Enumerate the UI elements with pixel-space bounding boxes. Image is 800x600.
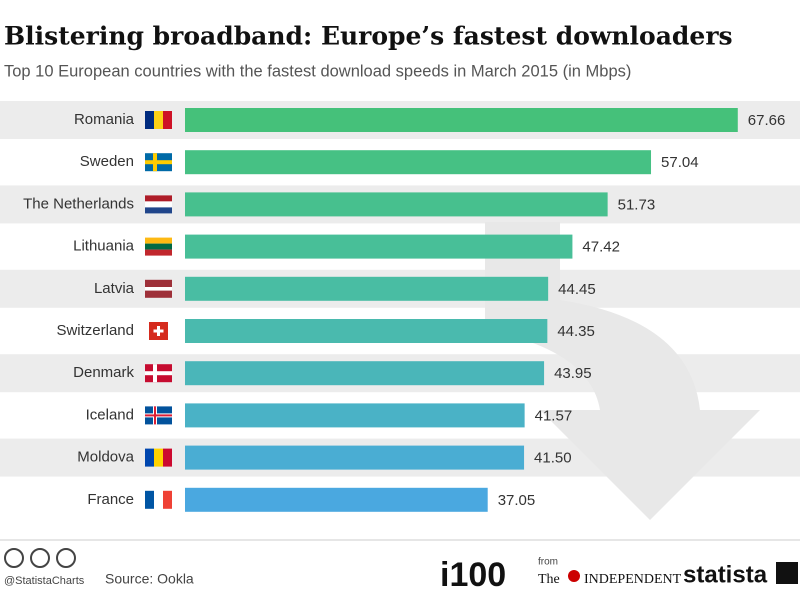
flag-part [154, 448, 163, 467]
category-label: Moldova [77, 449, 134, 466]
bar [185, 234, 573, 259]
flag-part [145, 243, 172, 250]
flag [145, 490, 172, 509]
bar [185, 319, 548, 343]
flag-part [145, 195, 172, 202]
plot: Romania 67.66 Sweden 57.04 The Netherlands 51… [23, 108, 785, 512]
category-label: The Netherlands [23, 195, 134, 212]
value-label: 51.73 [618, 196, 656, 213]
value-label: 57.04 [661, 154, 699, 171]
value-label: 44.35 [557, 323, 595, 340]
flag-part [145, 371, 172, 376]
flag [145, 237, 172, 256]
flag [149, 322, 168, 340]
bar [185, 487, 488, 512]
flag-part [145, 237, 172, 244]
flag [145, 364, 172, 383]
flag-part [145, 414, 172, 417]
value-label: 44.45 [558, 281, 596, 298]
logo-i100: i100 [440, 556, 506, 594]
flag [145, 279, 172, 298]
bar [185, 276, 549, 301]
value-label: 41.57 [535, 407, 573, 424]
category-label: France [87, 491, 134, 508]
flag-part [145, 111, 154, 129]
flag-part [145, 287, 172, 291]
flag [145, 111, 172, 129]
flag-part [154, 111, 163, 129]
flag-part [145, 448, 154, 467]
credit: @StatistaCharts [4, 575, 85, 587]
value-label: 43.95 [554, 365, 592, 382]
flag-part [163, 490, 172, 509]
flag [145, 195, 172, 214]
value-label: 37.05 [498, 492, 536, 509]
flag-part [163, 111, 172, 129]
flag [145, 448, 172, 467]
flag-part [145, 490, 154, 509]
logo-eagle [568, 570, 580, 582]
category-label: Lithuania [73, 238, 135, 255]
flag-part [154, 490, 163, 509]
category-label: Romania [74, 111, 135, 128]
bar [185, 361, 545, 386]
flag-part [145, 160, 172, 165]
flag-part [153, 329, 164, 333]
bar [185, 403, 525, 428]
chart-subtitle: Top 10 European countries with the faste… [4, 62, 631, 80]
flag-part [163, 448, 172, 467]
logo-statista-icon [776, 562, 798, 584]
bar [185, 445, 525, 470]
flag-part [145, 207, 172, 214]
source: Source: Ookla [105, 571, 194, 587]
logo-statista: statista [683, 561, 768, 588]
category-label: Latvia [94, 280, 135, 297]
category-label: Denmark [73, 364, 134, 381]
category-label: Iceland [86, 406, 134, 423]
flag [145, 406, 172, 425]
value-label: 67.66 [748, 112, 786, 129]
flag-part [145, 201, 172, 208]
logo-independent: INDEPENDENT [584, 572, 682, 587]
flag [145, 153, 172, 172]
bar [185, 108, 738, 132]
bar [185, 192, 608, 217]
category-label: Sweden [80, 153, 134, 170]
background-arrow [485, 222, 760, 520]
flag-part [145, 249, 172, 256]
cc-icons [4, 548, 76, 568]
bar [185, 150, 652, 175]
chart-title: Blistering broadband: Europe’s fastest d… [4, 22, 733, 51]
logo-from: from [538, 557, 558, 568]
value-label: 47.42 [582, 239, 620, 256]
logo-the: The [538, 572, 560, 587]
category-label: Switzerland [56, 322, 134, 339]
value-label: 41.50 [534, 450, 572, 467]
